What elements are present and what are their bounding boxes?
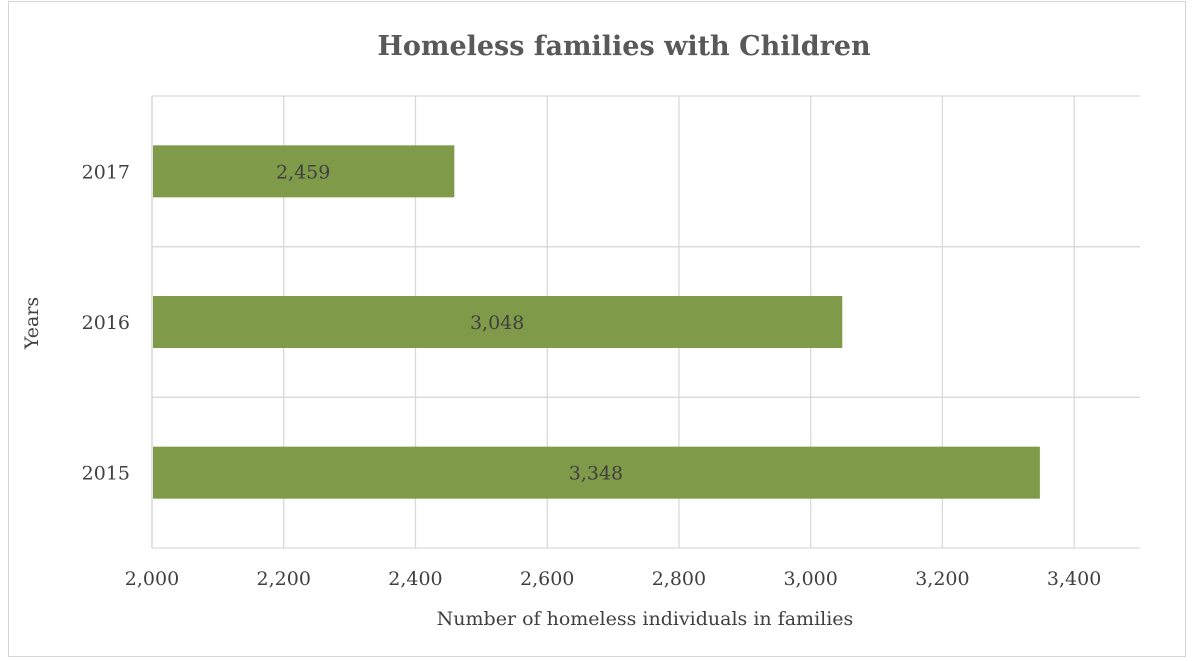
data-labels: 3,348 3,048 2,459	[276, 161, 623, 484]
x-tick-label: 2,600	[520, 568, 574, 590]
x-tick-label: 2,000	[125, 568, 179, 590]
y-tick-label-2017: 2017	[82, 161, 130, 183]
x-axis-ticks: 2,000 2,200 2,400 2,600 2,800 3,000 3,200 3,400	[125, 568, 1102, 590]
y-tick-label-2016: 2016	[82, 312, 130, 334]
bar-2015	[153, 446, 1040, 499]
bar-2017	[153, 145, 455, 198]
bars	[153, 145, 1040, 499]
chart-title: Homeless families with Children	[377, 31, 871, 62]
x-tick-label: 2,400	[388, 568, 442, 590]
y-axis-title: Years	[21, 297, 43, 350]
x-tick-label: 3,400	[1047, 568, 1101, 590]
y-axis-ticks: 2015 2016 2017	[82, 161, 130, 484]
x-tick-label: 2,200	[257, 568, 311, 590]
x-axis-title: Number of homeless individuals in famili…	[437, 608, 854, 630]
data-label-2015: 3,348	[569, 463, 623, 485]
data-label-2016: 3,048	[470, 312, 524, 334]
x-tick-label: 3,000	[783, 568, 837, 590]
x-tick-label: 2,800	[652, 568, 706, 590]
y-tick-label-2015: 2015	[82, 463, 130, 485]
bar-2016	[153, 296, 843, 348]
x-tick-label: 3,200	[915, 568, 969, 590]
data-label-2017: 2,459	[276, 161, 330, 183]
